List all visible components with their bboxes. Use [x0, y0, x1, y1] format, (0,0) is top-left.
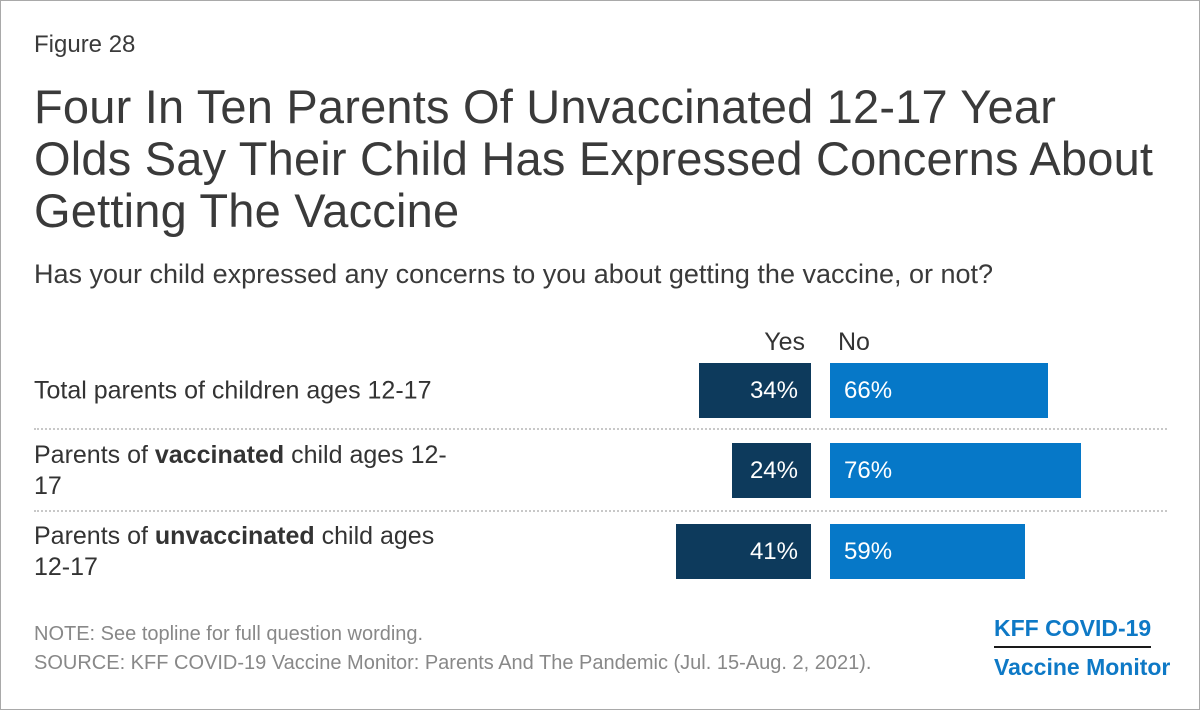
bar-value-label: 66% — [844, 376, 893, 404]
row-label: Parents of vaccinated child ages 12-17 — [34, 440, 447, 500]
no-bar: 76% — [830, 443, 1081, 498]
yes-bar: 41% — [675, 524, 811, 579]
chart-row-vaccinated: Parents of vaccinated child ages 12-17 2… — [1, 441, 1199, 500]
yes-bar: 24% — [731, 443, 811, 498]
chart-subtitle: Has your child expressed any concerns to… — [34, 259, 994, 289]
source-text: SOURCE: KFF COVID-19 Vaccine Monitor: Pa… — [34, 652, 872, 674]
title-line-1: Four In Ten Parents Of Unvaccinated 12-1… — [34, 80, 1057, 133]
row-divider — [34, 510, 1167, 512]
chart-row-total: Total parents of children ages 12-17 34%… — [1, 363, 1199, 418]
title-line-3: Getting The Vaccine — [34, 184, 460, 237]
column-header-yes: Yes — [764, 328, 805, 356]
bar-value-label: 34% — [749, 376, 798, 404]
row-label: Total parents of children ages 12-17 — [34, 376, 432, 404]
title-line-2: Olds Say Their Child Has Expressed Conce… — [34, 132, 1154, 185]
row-label: Parents of unvaccinated child ages 12-17 — [34, 521, 435, 581]
bar-value-label: 24% — [749, 456, 798, 484]
logo-line-2: Vaccine Monitor — [994, 654, 1171, 680]
bar-value-label: 41% — [749, 537, 798, 565]
bar-value-label: 76% — [844, 456, 893, 484]
bar-value-label: 59% — [844, 537, 893, 565]
chart-row-unvaccinated: Parents of unvaccinated child ages 12-17… — [1, 522, 1199, 581]
note-text: NOTE: See topline for full question word… — [34, 623, 424, 645]
kff-vaccine-monitor-logo: KFF COVID-19 Vaccine Monitor — [994, 616, 1174, 679]
no-bar: 66% — [830, 363, 1048, 418]
logo-line-1: KFF COVID-19 — [994, 615, 1152, 641]
logo-divider — [994, 646, 1151, 648]
figure-number: Figure 28 — [34, 31, 136, 58]
column-header-no: No — [838, 328, 870, 356]
no-bar: 59% — [830, 524, 1025, 579]
chart-title: Four In Ten Parents Of Unvaccinated 12-1… — [34, 81, 1153, 237]
row-divider — [34, 428, 1167, 430]
yes-bar: 34% — [698, 363, 811, 418]
